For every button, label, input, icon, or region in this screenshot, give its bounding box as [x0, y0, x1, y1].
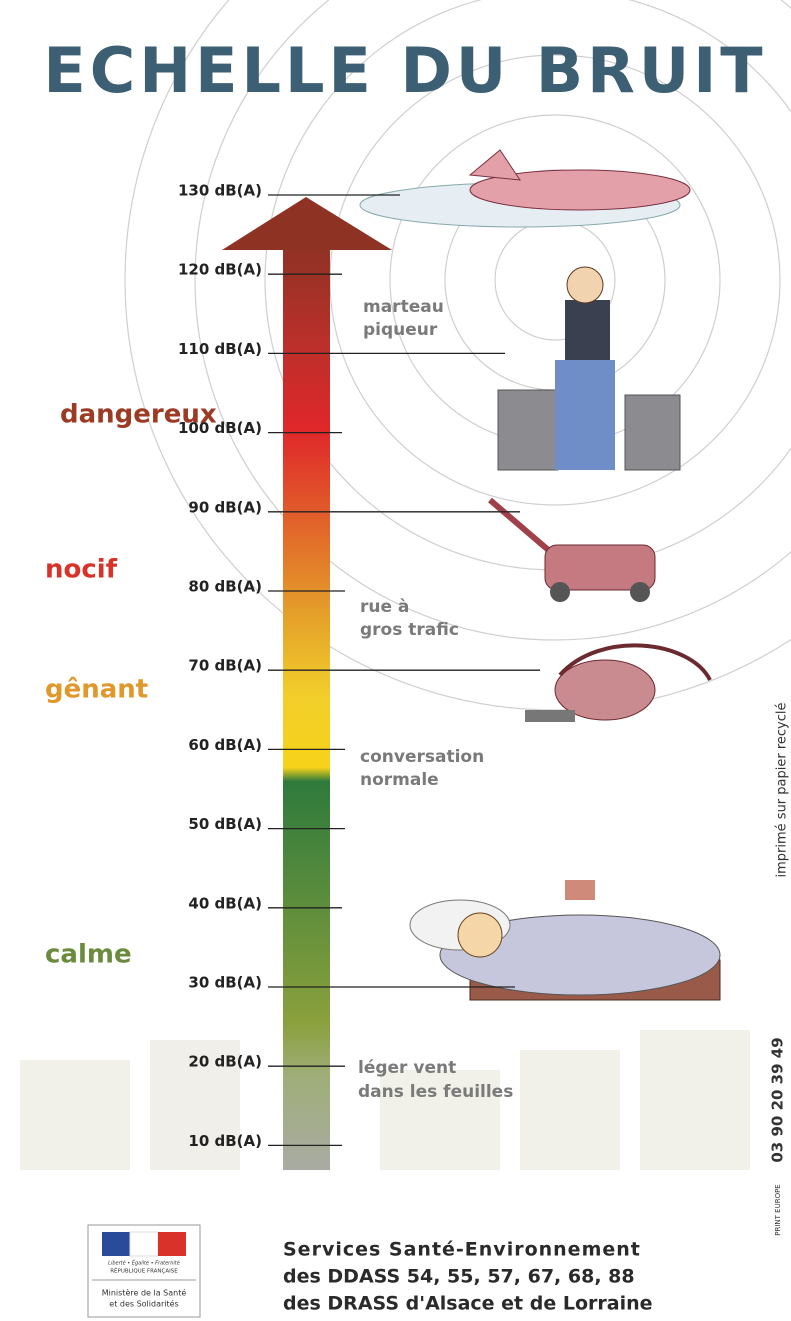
example-label: dans les feuilles — [358, 1082, 513, 1102]
level-label: 110 dB(A) — [178, 340, 262, 358]
logo-text: Ministère de la Santé — [102, 1288, 187, 1298]
title: ECHELLE DU BRUIT — [43, 34, 766, 107]
example-label: rue à — [360, 597, 409, 617]
level-label: 80 dB(A) — [188, 578, 262, 596]
level-label: 10 dB(A) — [188, 1132, 262, 1150]
level-label: 130 dB(A) — [178, 182, 262, 200]
decibel-scale: 130 dB(A)120 dB(A)110 dB(A)100 dB(A)90 d… — [178, 182, 540, 1150]
level-label: 120 dB(A) — [178, 261, 262, 279]
mower-illustration — [490, 500, 655, 602]
footer-line: des DDASS 54, 55, 57, 67, 68, 88 — [283, 1266, 635, 1288]
footer-line: des DRASS d'Alsace et de Lorraine — [283, 1293, 653, 1315]
level-label: 20 dB(A) — [188, 1053, 262, 1071]
zone-label: gênant — [45, 675, 148, 705]
example-label: léger vent — [358, 1058, 456, 1078]
bed-illustration — [410, 880, 720, 1000]
phone-number: 03 90 20 39 49 — [769, 1037, 787, 1162]
printer: PRINT EUROPE — [774, 1184, 782, 1235]
poster: ECHELLE DU BRUIT 130 dB(A) 120 dB(A) 110 d… — [0, 0, 791, 1321]
logo-text: Liberté • Égalité • Fraternité — [108, 1259, 180, 1267]
example-label: conversation — [360, 747, 484, 767]
republic-logo: Liberté • Égalité • Fraternité RÉPUBLIQU… — [88, 1225, 200, 1317]
level-label: 70 dB(A) — [188, 657, 262, 675]
vacuum-illustration — [525, 645, 710, 722]
level-label: 30 dB(A) — [188, 974, 262, 992]
zone-label: nocif — [45, 555, 118, 585]
footer-line: Services Santé-Environnement — [283, 1239, 641, 1261]
level-label: 90 dB(A) — [188, 498, 262, 516]
level-label: 60 dB(A) — [188, 736, 262, 754]
example-label: normale — [360, 770, 439, 790]
zone-label: dangereux — [60, 400, 217, 430]
zone-label: calme — [45, 940, 132, 970]
example-label: piqueur — [363, 320, 438, 340]
level-label: 50 dB(A) — [188, 815, 262, 833]
guitarist-illustration — [498, 267, 680, 470]
side-note: imprimé sur papier recyclé — [775, 703, 790, 878]
example-label: marteau — [363, 297, 444, 317]
example-label: gros trafic — [360, 620, 459, 640]
logo-text: RÉPUBLIQUE FRANÇAISE — [110, 1267, 178, 1275]
plane-illustration — [360, 150, 690, 227]
logo-text: et des Solidarités — [109, 1299, 178, 1309]
level-label: 40 dB(A) — [188, 894, 262, 912]
